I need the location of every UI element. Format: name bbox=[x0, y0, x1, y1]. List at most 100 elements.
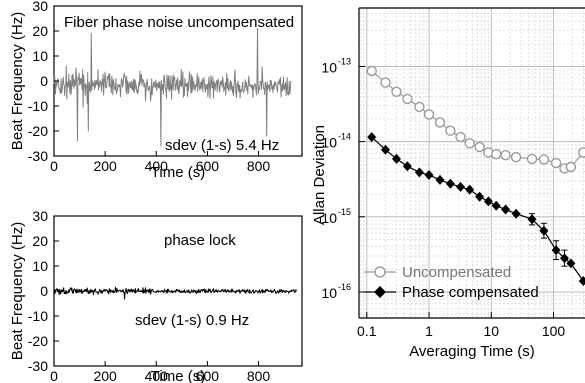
data-point-circle bbox=[434, 117, 446, 128]
data-point-diamond bbox=[491, 200, 501, 211]
x-tick-label: 0 bbox=[50, 368, 58, 383]
data-point-circle bbox=[526, 153, 538, 165]
y-tick-label: 30 bbox=[32, 208, 48, 224]
y-tick-exponent: -15 bbox=[338, 207, 351, 217]
x-tick-label: 10 bbox=[484, 323, 500, 339]
x-axis-label: Averaging Time (s) bbox=[409, 343, 535, 360]
y-tick-label: -20 bbox=[28, 123, 48, 139]
data-point-diamond bbox=[551, 245, 561, 256]
x-axis-label: Time (s) bbox=[151, 368, 205, 383]
axes-ticks: 0 200 400 600 800 30 20 10 0 -10 -20 -30 bbox=[28, 0, 271, 174]
y-tick-label: 10 bbox=[321, 285, 337, 301]
data-point-circle bbox=[491, 148, 502, 160]
data-point-circle bbox=[474, 141, 485, 153]
x-tick-label: 100 bbox=[542, 323, 566, 339]
data-point-circle bbox=[538, 154, 550, 165]
data-point-circle bbox=[550, 157, 562, 169]
data-point-diamond bbox=[560, 253, 569, 264]
data-point-circle bbox=[500, 149, 511, 161]
series-phase-compensated bbox=[367, 132, 585, 286]
y-tick-label: -30 bbox=[28, 148, 48, 164]
data-point-diamond bbox=[414, 167, 424, 178]
legend-marker-phase-compensated bbox=[374, 286, 386, 298]
x-tick-label: 1 bbox=[425, 323, 433, 339]
data-point-diamond bbox=[511, 208, 521, 219]
data-point-diamond bbox=[435, 174, 445, 185]
data-point-circle bbox=[366, 65, 377, 77]
data-point-diamond bbox=[445, 178, 455, 189]
stat-label: sdev (1-s) 0.9 Hz bbox=[135, 312, 249, 329]
allan-series-group bbox=[366, 65, 585, 286]
y-axis-label: Allan Deviation bbox=[311, 125, 328, 225]
data-point-diamond bbox=[566, 258, 576, 269]
x-tick-label: 200 bbox=[93, 368, 117, 383]
data-point-diamond bbox=[465, 184, 475, 195]
series-uncompensated-line bbox=[53, 28, 292, 147]
y-tick-label: 0 bbox=[40, 73, 48, 89]
x-axis-label: Time (s) bbox=[151, 164, 205, 181]
x-tick-label: 0.1 bbox=[357, 323, 377, 339]
data-point-circle bbox=[464, 138, 475, 149]
x-tick-label: 600 bbox=[196, 158, 220, 174]
x-tick-label: 400 bbox=[145, 158, 169, 174]
series-phase-lock-trace bbox=[53, 286, 298, 300]
data-point-diamond bbox=[424, 170, 434, 180]
y-tick-exponent: -14 bbox=[338, 132, 351, 142]
data-point-circle bbox=[455, 131, 466, 143]
series-uncompensated-trace bbox=[53, 28, 292, 147]
panel-phase-lock: 0 200 400 600 800 30 20 10 0 -10 -20 -30 phase lock… bbox=[9, 208, 303, 383]
data-point-diamond bbox=[475, 191, 485, 202]
y-tick-exponent: -16 bbox=[338, 282, 351, 292]
y-tick-label: 10 bbox=[321, 135, 337, 151]
y-tick-label: 10 bbox=[32, 258, 48, 274]
panel-annotation: Fiber phase noise uncompensated bbox=[64, 14, 294, 31]
x-tick-label: 400 bbox=[145, 368, 169, 383]
y-axis-label: Beat Frequency (Hz) bbox=[9, 222, 26, 360]
data-point-diamond bbox=[539, 225, 549, 236]
data-point-diamond bbox=[456, 181, 465, 192]
data-point-diamond bbox=[392, 153, 401, 164]
data-point-circle bbox=[565, 161, 577, 173]
y-tick-label: 20 bbox=[32, 233, 48, 249]
series-uncompensated bbox=[366, 65, 585, 174]
data-point-circle bbox=[414, 101, 425, 113]
y-tick-label: -30 bbox=[28, 358, 48, 374]
data-point-circle bbox=[402, 93, 413, 105]
data-point-circle bbox=[380, 77, 391, 88]
y-tick-label: 10 bbox=[321, 59, 337, 75]
y-tick-label: 0 bbox=[40, 283, 48, 299]
data-point-circle bbox=[423, 109, 435, 120]
data-point-diamond bbox=[402, 161, 412, 172]
log-grid bbox=[359, 8, 585, 318]
legend-label-uncompensated: Uncompensated bbox=[402, 264, 511, 281]
y-tick-label: -20 bbox=[28, 333, 48, 349]
data-point-circle bbox=[391, 86, 402, 98]
legend-label-phase-compensated: Phase compensated bbox=[402, 284, 539, 301]
x-tick-label: 600 bbox=[196, 368, 220, 383]
x-tick-label: 800 bbox=[247, 368, 271, 383]
data-point-diamond bbox=[367, 132, 377, 143]
data-point-diamond bbox=[501, 204, 511, 215]
data-point-diamond bbox=[527, 214, 537, 225]
legend-marker-uncompensated bbox=[374, 266, 386, 278]
y-tick-label: 20 bbox=[32, 23, 48, 39]
y-tick-label: -10 bbox=[28, 308, 48, 324]
panel-uncompensated: 0 200 400 600 800 30 20 10 0 -10 -20 -30 Fiber phas… bbox=[9, 0, 303, 181]
data-point-diamond bbox=[483, 196, 493, 207]
data-point-circle bbox=[578, 147, 585, 158]
y-axis-label: Beat Frequency (Hz) bbox=[9, 12, 26, 150]
data-point-circle bbox=[510, 151, 522, 163]
data-point-diamond bbox=[381, 144, 390, 155]
y-tick-exponent: -13 bbox=[338, 56, 351, 66]
y-tick-label: 30 bbox=[32, 0, 48, 14]
x-tick-label: 800 bbox=[247, 158, 271, 174]
x-tick-label: 200 bbox=[93, 158, 117, 174]
legend: Uncompensated Phase compensated bbox=[364, 264, 539, 301]
series-phase-lock-line bbox=[53, 286, 298, 300]
data-point-diamond bbox=[578, 276, 585, 286]
y-tick-label: 10 bbox=[321, 210, 337, 226]
panel-annotation: phase lock bbox=[164, 232, 236, 249]
x-tick-label: 0 bbox=[50, 158, 58, 174]
